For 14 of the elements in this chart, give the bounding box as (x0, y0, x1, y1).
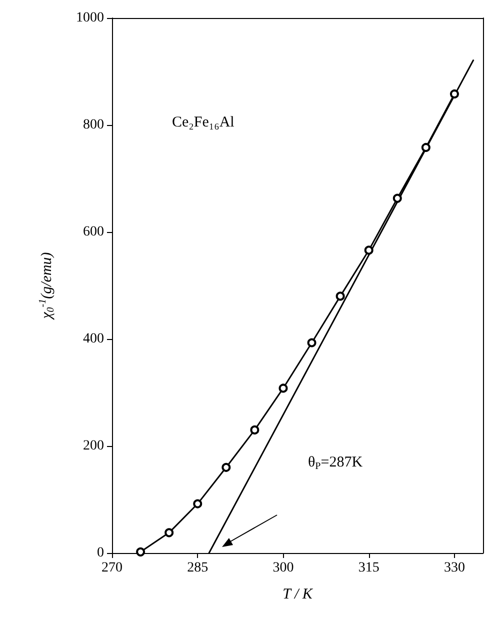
y-tick-label: 800 (83, 118, 104, 132)
x-tick-label: 285 (187, 560, 208, 576)
y-tick-label: 0 (97, 546, 104, 560)
y-tick-label: 400 (83, 332, 104, 346)
x-tick-label: 315 (358, 560, 380, 576)
y-tick-label: 200 (83, 438, 104, 454)
x-tick-label: 270 (102, 560, 122, 576)
y-tick-label: 1000 (76, 10, 104, 26)
x-tick-label: 330 (444, 560, 465, 576)
y-axis-title: χ0-1(g/emu) (38, 252, 56, 321)
annotation: Ce₂Fe₁₆Al (172, 114, 234, 130)
y-tick-label: 600 (83, 224, 104, 240)
x-axis-title: T / K (282, 586, 314, 602)
x-tick-label: 300 (272, 560, 294, 576)
